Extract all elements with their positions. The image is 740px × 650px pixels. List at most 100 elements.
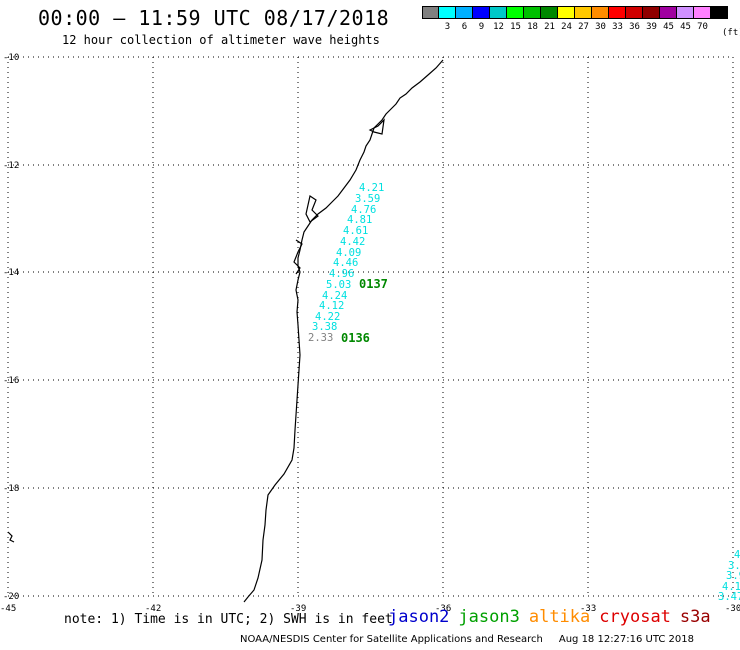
latitude-label: -14 xyxy=(3,268,19,278)
legend-swatch xyxy=(422,6,439,19)
legend-bin: 39 xyxy=(643,6,660,32)
wave-height-value: 3.59 xyxy=(355,193,380,205)
legend-bin: 33 xyxy=(609,6,626,32)
legend-bin xyxy=(711,6,728,32)
wave-height-value: 4.96 xyxy=(329,268,354,280)
wave-height-value: 3.38 xyxy=(312,321,337,333)
credit-org: NOAA/NESDIS Center for Satellite Applica… xyxy=(240,634,543,645)
legend-label: 12 xyxy=(493,22,504,32)
wave-height-value: 4 xyxy=(734,549,740,561)
wave-height-value: 2.33 xyxy=(308,332,333,344)
legend-label: 70 xyxy=(697,22,708,32)
legend-label: 9 xyxy=(478,22,485,32)
satellite-s3a: s3a xyxy=(679,607,711,627)
footnote: note: 1) Time is in UTC; 2) SWH is in fe… xyxy=(64,612,393,627)
legend-swatch xyxy=(524,6,541,19)
legend-label: 27 xyxy=(578,22,589,32)
latitude-label: -16 xyxy=(3,376,19,386)
longitude-label: -36 xyxy=(435,604,451,614)
satellite-jason2: jason2 xyxy=(388,607,450,627)
legend-swatch xyxy=(575,6,592,19)
legend-bin: 45 xyxy=(677,6,694,32)
legend-label: 6 xyxy=(461,22,468,32)
legend-label: 18 xyxy=(527,22,538,32)
legend-label: 39 xyxy=(646,22,657,32)
longitude-label: -39 xyxy=(290,604,306,614)
wave-height-value: 3.9 xyxy=(726,570,740,582)
legend-swatch xyxy=(473,6,490,19)
legend-swatch xyxy=(541,6,558,19)
wave-height-value: 3.47 xyxy=(718,591,740,603)
wave-height-value: 4.42 xyxy=(340,236,365,248)
legend-label: 21 xyxy=(544,22,555,32)
legend-swatch xyxy=(609,6,626,19)
legend-label: 24 xyxy=(561,22,572,32)
satellite-altika: altika xyxy=(528,607,591,627)
legend-bin xyxy=(422,6,439,32)
legend-swatch xyxy=(643,6,660,19)
legend-bin: 36 xyxy=(626,6,643,32)
longitude-label: -30 xyxy=(725,604,740,614)
legend-swatch xyxy=(456,6,473,19)
longitude-label: -42 xyxy=(145,604,161,614)
legend-swatch xyxy=(677,6,694,19)
credit-timestamp: Aug 18 12:27:16 UTC 2018 xyxy=(558,634,695,645)
wave-height-value: 4.24 xyxy=(322,290,347,302)
legend-swatch xyxy=(558,6,575,19)
credit-line: NOAA/NESDIS Center for Satellite Applica… xyxy=(240,634,694,645)
legend-bin: 3 xyxy=(439,6,456,32)
legend-label: 33 xyxy=(612,22,623,32)
legend-label: 45 xyxy=(663,22,674,32)
legend-bin: 12 xyxy=(490,6,507,32)
wave-height-value: 4.46 xyxy=(333,257,358,269)
legend-swatch xyxy=(711,6,728,19)
legend-bin: 70 xyxy=(694,6,711,32)
wave-height-value: 4.61 xyxy=(343,225,368,237)
satellite-key: jason2 jason3 altika cryosat s3a xyxy=(388,607,720,627)
bay-detail xyxy=(305,195,319,223)
legend-swatch xyxy=(592,6,609,19)
legend-swatch xyxy=(626,6,643,19)
legend-label: 3 xyxy=(444,22,451,32)
wave-height-value: 4.76 xyxy=(351,204,376,216)
legend-bin: 24 xyxy=(558,6,575,32)
legend-label: 36 xyxy=(629,22,640,32)
legend-bin: 27 xyxy=(575,6,592,32)
legend-bin: 18 xyxy=(524,6,541,32)
wave-height-value: 4.12 xyxy=(319,300,344,312)
legend-unit: (ft) xyxy=(722,28,740,38)
wave-height-value: 4.09 xyxy=(336,247,361,259)
satellite-cryosat: cryosat xyxy=(599,607,671,627)
legend-swatch xyxy=(439,6,456,19)
wave-height-value: 4.21 xyxy=(359,182,384,194)
legend-label: 30 xyxy=(595,22,606,32)
legend-swatch xyxy=(694,6,711,19)
small-island xyxy=(7,531,15,543)
legend-swatch xyxy=(507,6,524,19)
longitude-label: -45 xyxy=(0,604,16,614)
longitude-label: -33 xyxy=(580,604,596,614)
map-subtitle: 12 hour collection of altimeter wave hei… xyxy=(62,33,380,47)
pass-number-label: 0137 xyxy=(359,277,388,291)
legend-bin: 45 xyxy=(660,6,677,32)
map-title: 00:00 – 11:59 UTC 08/17/2018 xyxy=(38,6,390,30)
wave-height-value: 4.81 xyxy=(347,214,372,226)
islands-detail xyxy=(293,239,303,275)
legend-label: 15 xyxy=(510,22,521,32)
wave-height-value: 3. xyxy=(728,560,740,572)
wave-height-value: 5.03 xyxy=(326,279,351,291)
legend-swatch xyxy=(660,6,677,19)
latitude-label: -20 xyxy=(3,592,19,602)
latitude-label: -12 xyxy=(3,161,19,171)
latitude-label: -10 xyxy=(3,53,19,63)
inlet-detail xyxy=(368,118,385,135)
latitude-label: -18 xyxy=(3,484,19,494)
wave-height-value: 4.22 xyxy=(315,311,340,323)
legend-label: 45 xyxy=(680,22,691,32)
legend-swatch xyxy=(490,6,507,19)
legend-bin: 9 xyxy=(473,6,490,32)
legend-bin: 6 xyxy=(456,6,473,32)
legend-bin: 15 xyxy=(507,6,524,32)
